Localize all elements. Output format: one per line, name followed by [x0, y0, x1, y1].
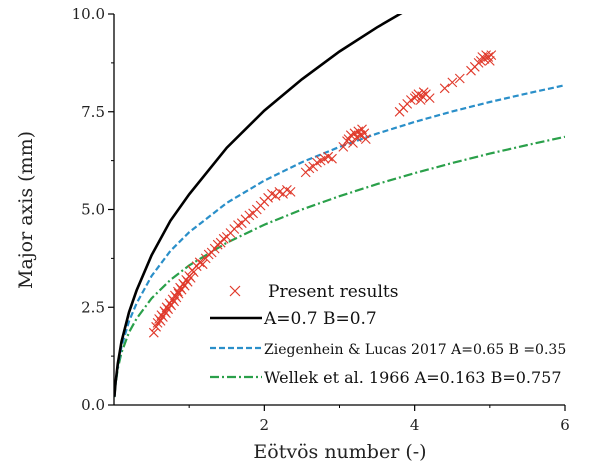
y-tick-label: 7.5	[81, 103, 105, 121]
scatter-point	[194, 257, 205, 268]
scatter-point	[486, 50, 497, 60]
scatter-point	[206, 247, 217, 258]
x-axis-label: Eötvös number (-)	[253, 441, 426, 463]
y-tick-label: 0.0	[81, 396, 105, 414]
series-line	[114, 135, 565, 398]
scatter-point	[338, 142, 349, 152]
scatter-point	[360, 134, 371, 144]
scatter-point	[191, 261, 202, 272]
scatter-point	[484, 56, 495, 66]
scatter-point	[454, 73, 465, 84]
y-tick-label: 2.5	[81, 298, 105, 316]
x-tick-label: 2	[260, 416, 270, 434]
legend-label: Ziegenhein & Lucas 2017 A=0.65 B =0.35	[264, 342, 566, 358]
scatter-point	[439, 83, 450, 94]
legend-marker	[229, 285, 241, 297]
y-tick-label: 5.0	[81, 201, 105, 219]
legend-entry: Wellek et al. 1966 A=0.163 B=0.757	[210, 368, 562, 387]
y-axis-label: Major axis (mm)	[15, 131, 37, 289]
scatter-point	[176, 284, 187, 295]
scatter-point	[327, 153, 337, 164]
scatter-point	[188, 267, 199, 277]
scatter-point	[173, 288, 184, 299]
legend-label: Present results	[268, 282, 398, 302]
scatter-point	[218, 233, 229, 244]
scatter-point	[424, 93, 435, 103]
legend-entry: Present results	[229, 282, 398, 302]
scatter-point	[447, 77, 458, 88]
scatter-point	[163, 304, 173, 315]
scatter-point	[148, 327, 159, 338]
legend-entry: A=0.7 B=0.7	[210, 309, 377, 329]
legend-entry: Ziegenhein & Lucas 2017 A=0.65 B =0.35	[210, 342, 566, 358]
scatter-point	[359, 128, 370, 139]
x-tick-label: 6	[560, 416, 570, 434]
scatter-point	[158, 312, 168, 322]
scatter-point	[166, 300, 176, 311]
scatter-point	[197, 259, 208, 270]
legend: Present results A=0.7 B=0.7 Ziegenhein & L…	[210, 282, 566, 387]
ticks: 0.0 2.5 5.0 7.5 10.0 2 4 6	[72, 5, 570, 434]
scatter-point	[182, 276, 193, 287]
x-tick-label: 4	[410, 416, 420, 434]
series-line	[114, 14, 403, 397]
scatter-point	[185, 273, 196, 283]
curves-layer	[114, 14, 565, 398]
legend-label: A=0.7 B=0.7	[263, 309, 377, 329]
scatter-point	[285, 187, 296, 197]
legend-label: Wellek et al. 1966 A=0.163 B=0.757	[264, 368, 562, 387]
scatter-point	[179, 280, 190, 291]
scatter-points-layer	[148, 50, 497, 338]
y-tick-label: 10.0	[72, 5, 105, 23]
scatter-point	[348, 138, 358, 148]
